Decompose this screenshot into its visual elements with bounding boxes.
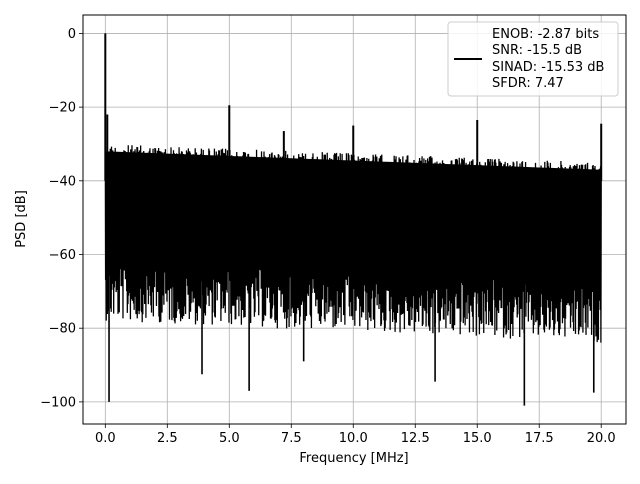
x-tick-label: 15.0 bbox=[463, 431, 492, 446]
x-tick-label: 20.0 bbox=[587, 431, 616, 446]
x-tick-label: 17.5 bbox=[525, 431, 554, 446]
legend-line-sinad: SINAD: -15.53 dB bbox=[492, 60, 604, 75]
x-tick-label: 7.5 bbox=[281, 431, 302, 446]
legend-line-enob: ENOB: -2.87 bits bbox=[492, 27, 599, 42]
y-tick-label: 0 bbox=[68, 27, 76, 42]
psd-noise-band bbox=[105, 151, 602, 277]
x-tick-label: 2.5 bbox=[157, 431, 178, 446]
x-tick-label: 12.5 bbox=[401, 431, 430, 446]
legend: ENOB: -2.87 bits SNR: -15.5 dB SINAD: -1… bbox=[447, 21, 619, 97]
x-tick-label: 0.0 bbox=[95, 431, 116, 446]
y-tick-label: −80 bbox=[49, 322, 76, 337]
legend-line-snr: SNR: -15.5 dB bbox=[492, 43, 582, 58]
legend-line-sfdr: SFDR: 7.47 bbox=[492, 76, 564, 91]
y-tick-label: −40 bbox=[49, 174, 76, 189]
y-tick-label: −20 bbox=[49, 101, 76, 116]
legend-box bbox=[447, 21, 619, 97]
y-tick-label: −60 bbox=[49, 248, 76, 263]
psd-trace bbox=[104, 33, 603, 406]
x-axis-label: Frequency [MHz] bbox=[299, 451, 408, 466]
x-tick-label: 5.0 bbox=[219, 431, 240, 446]
y-tick-label: −100 bbox=[40, 395, 76, 410]
y-axis-label: PSD [dB] bbox=[14, 190, 29, 248]
x-ticks: 0.0 2.5 5.0 7.5 10.0 12.5 15.0 17.5 20.0 bbox=[95, 424, 616, 446]
x-tick-label: 10.0 bbox=[339, 431, 368, 446]
plot-frame bbox=[82, 14, 627, 425]
y-ticks: 0 −20 −40 −60 −80 −100 bbox=[40, 27, 83, 410]
